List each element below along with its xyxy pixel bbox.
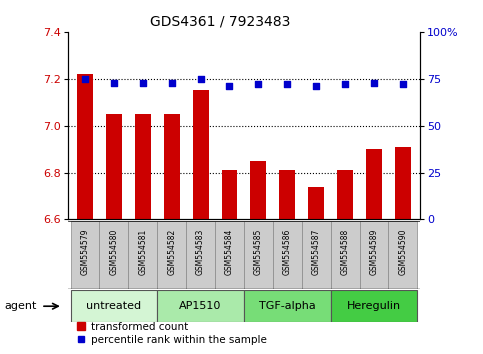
- Text: untreated: untreated: [86, 301, 142, 311]
- Bar: [308, 187, 324, 219]
- Point: [226, 84, 233, 89]
- Point: [341, 81, 349, 87]
- Text: GSM554583: GSM554583: [196, 228, 205, 275]
- Bar: [135, 114, 151, 219]
- Point: [284, 81, 291, 87]
- Bar: [222, 170, 238, 219]
- Bar: [106, 114, 122, 219]
- Bar: [71, 221, 99, 289]
- Bar: [244, 290, 331, 322]
- Text: GDS4361 / 7923483: GDS4361 / 7923483: [150, 14, 290, 28]
- Text: GSM554589: GSM554589: [369, 228, 379, 275]
- Text: GSM554580: GSM554580: [109, 228, 118, 275]
- Bar: [128, 221, 157, 289]
- Bar: [244, 221, 273, 289]
- Bar: [366, 149, 382, 219]
- Bar: [215, 221, 244, 289]
- Text: GSM554585: GSM554585: [254, 228, 263, 275]
- Text: GSM554590: GSM554590: [398, 228, 407, 275]
- Point: [110, 80, 118, 85]
- Text: Heregulin: Heregulin: [347, 301, 401, 311]
- Bar: [99, 221, 128, 289]
- Text: GSM554587: GSM554587: [312, 228, 321, 275]
- Text: AP1510: AP1510: [179, 301, 222, 311]
- Bar: [186, 221, 215, 289]
- Bar: [157, 290, 244, 322]
- Bar: [193, 91, 209, 219]
- Bar: [395, 147, 411, 219]
- Point: [168, 80, 175, 85]
- Text: GSM554579: GSM554579: [81, 228, 89, 275]
- Bar: [164, 114, 180, 219]
- Bar: [302, 221, 331, 289]
- Bar: [388, 221, 417, 289]
- Text: GSM554581: GSM554581: [138, 228, 147, 275]
- Text: TGF-alpha: TGF-alpha: [259, 301, 316, 311]
- Bar: [157, 221, 186, 289]
- Point: [399, 81, 407, 87]
- Bar: [273, 221, 302, 289]
- Bar: [331, 290, 417, 322]
- Point: [370, 80, 378, 85]
- Text: GSM554582: GSM554582: [167, 228, 176, 275]
- Bar: [331, 221, 359, 289]
- Text: agent: agent: [5, 301, 37, 311]
- Point: [81, 76, 89, 81]
- Text: GSM554586: GSM554586: [283, 228, 292, 275]
- Bar: [71, 290, 157, 322]
- Bar: [359, 221, 388, 289]
- Point: [313, 84, 320, 89]
- Text: GSM554588: GSM554588: [341, 228, 350, 275]
- Legend: transformed count, percentile rank within the sample: transformed count, percentile rank withi…: [73, 317, 270, 349]
- Point: [139, 80, 147, 85]
- Point: [255, 81, 262, 87]
- Point: [197, 76, 204, 81]
- Bar: [77, 74, 93, 219]
- Bar: [250, 161, 266, 219]
- Bar: [337, 170, 353, 219]
- Text: GSM554584: GSM554584: [225, 228, 234, 275]
- Bar: [279, 170, 295, 219]
